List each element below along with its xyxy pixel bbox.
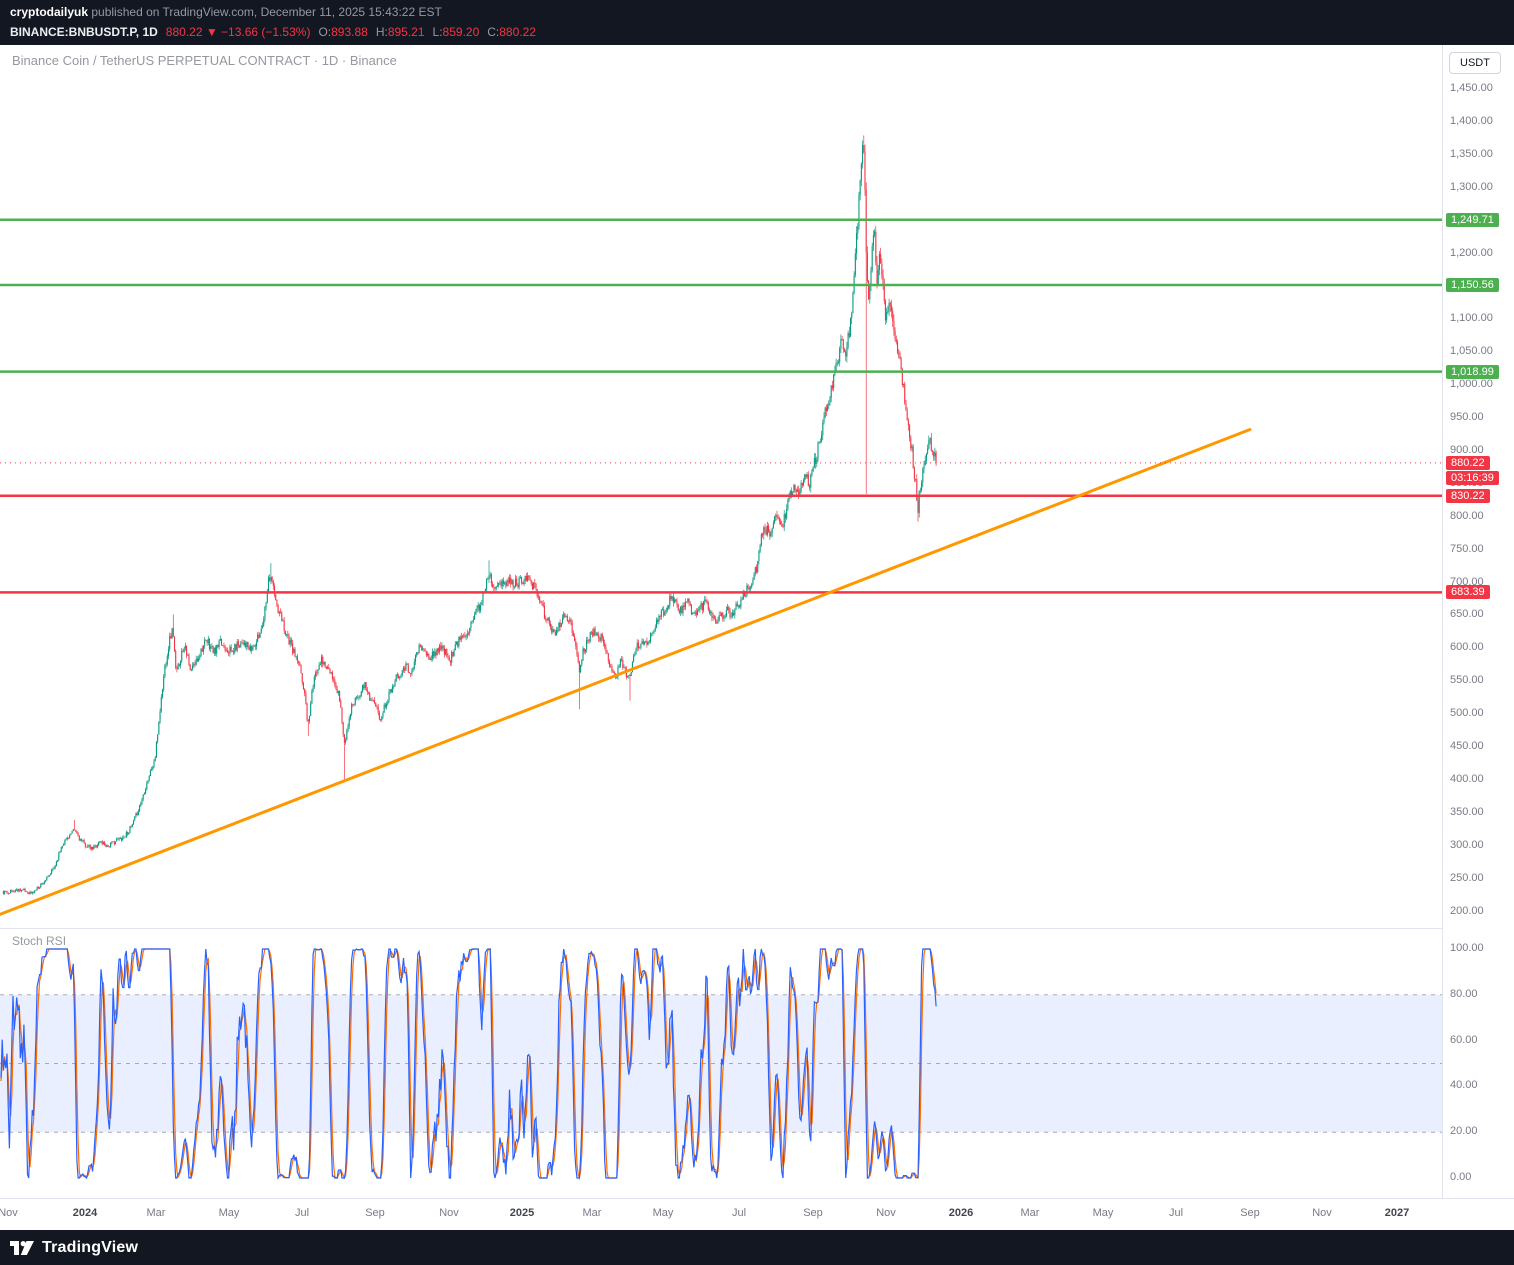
stoch-rsi-label: Stoch RSI <box>12 934 67 948</box>
price-tick-label: 1,000.00 <box>1450 378 1493 391</box>
attribution-author: cryptodailyuk <box>10 5 89 19</box>
stoch-tick-label: 20.00 <box>1450 1125 1478 1138</box>
price-tick-label: 900.00 <box>1450 443 1484 456</box>
stoch-tick-label: 80.00 <box>1450 987 1478 1000</box>
price-tick-label: 500.00 <box>1450 707 1484 720</box>
time-tick-label: Mar <box>582 1207 602 1219</box>
price-tick-label: 1,350.00 <box>1450 147 1493 160</box>
open-label: O: <box>318 25 332 39</box>
time-tick-label: May <box>218 1207 240 1219</box>
price-tick-label: 650.00 <box>1450 608 1484 621</box>
tradingview-brand[interactable]: TradingView <box>42 1238 139 1256</box>
time-tick-label: 2026 <box>948 1207 974 1219</box>
time-tick-label: May <box>1092 1207 1114 1219</box>
close-value: 880.22 <box>499 25 536 39</box>
level-price-badge: 1,150.56 <box>1446 278 1499 293</box>
symbol-name: BINANCE:BNBUSDT.P, 1D <box>10 25 158 39</box>
high-value: 895.21 <box>387 25 425 39</box>
price-tick-label: 300.00 <box>1450 838 1484 851</box>
attribution: cryptodailyuk published on TradingView.c… <box>10 4 1504 20</box>
price-tick-label: 1,100.00 <box>1450 312 1493 325</box>
last-price-badge: 880.22 <box>1446 455 1490 470</box>
countdown-badge: 03:16:39 <box>1446 470 1499 485</box>
time-tick-label: Jul <box>1168 1207 1184 1219</box>
ohlc-high: H:895.21 <box>376 24 425 41</box>
stoch-tick-label: 0.00 <box>1450 1171 1472 1183</box>
symbol-bar: BINANCE:BNBUSDT.P, 1D 880.22 ▼ −13.66 (−… <box>10 24 1504 41</box>
time-tick-label: Jul <box>294 1207 310 1219</box>
time-tick-label: Mar <box>1020 1207 1040 1219</box>
ohlc-open: O:893.88 <box>318 24 367 41</box>
price-tick-label: 1,050.00 <box>1450 345 1493 358</box>
time-tick-label: Nov <box>876 1207 896 1219</box>
last-price-and-change: 880.22 ▼ −13.66 (−1.53%) <box>165 25 311 39</box>
low-value: 859.20 <box>442 25 480 39</box>
stoch-tick-label: 60.00 <box>1450 1033 1478 1046</box>
tradingview-logo-icon[interactable] <box>10 1238 34 1258</box>
ohlc-close: C:880.22 <box>487 24 536 41</box>
attribution-text: published on TradingView.com, December 1… <box>88 5 442 19</box>
chart-area: Binance Coin / TetherUS PERPETUAL CONTRA… <box>0 45 1514 1230</box>
currency-unit-button[interactable]: USDT <box>1449 52 1501 74</box>
level-price-badge: 683.39 <box>1446 585 1490 600</box>
level-price-badge: 1,249.71 <box>1446 212 1499 227</box>
price-tick-label: 700.00 <box>1450 575 1484 588</box>
stoch-tick-label: 100.00 <box>1450 942 1484 954</box>
low-label: L: <box>432 25 443 39</box>
footer: TradingView <box>0 1230 1514 1265</box>
stoch-rsi-pane[interactable]: Stoch RSI <box>0 928 1442 1198</box>
price-pane[interactable]: Binance Coin / TetherUS PERPETUAL CONTRA… <box>0 45 1442 928</box>
price-tick-label: 1,450.00 <box>1450 82 1493 94</box>
time-tick-label: Mar <box>146 1207 166 1219</box>
time-tick-label: Nov <box>1312 1207 1332 1219</box>
time-tick-label: Sep <box>365 1207 385 1219</box>
price-tick-label: 600.00 <box>1450 641 1484 654</box>
time-tick-label: Sep <box>1240 1207 1260 1219</box>
header: cryptodailyuk published on TradingView.c… <box>0 0 1514 45</box>
price-tick-label: 750.00 <box>1450 542 1484 555</box>
time-tick-label: Jul <box>731 1207 747 1219</box>
time-tick-label: 2027 <box>1384 1207 1410 1219</box>
price-tick-label: 950.00 <box>1450 411 1484 423</box>
stoch-tick-label: 40.00 <box>1450 1079 1478 1092</box>
time-tick-label: Nov <box>0 1207 18 1219</box>
ohlc-low: L:859.20 <box>433 24 480 41</box>
price-tick-label: 1,300.00 <box>1450 180 1493 193</box>
stoch-rsi-svg[interactable] <box>0 929 1442 1198</box>
time-axis[interactable]: Nov 2024 Mar May Jul Sep Nov 2025 Mar May Jul Sep No… <box>0 1198 1514 1230</box>
price-axis[interactable]: USDT 1,450.00 1,400.00 1,350.00 1,300.00 1,2… <box>1442 45 1514 1198</box>
price-tick-label: 400.00 <box>1450 772 1484 785</box>
high-label: H: <box>375 25 388 39</box>
close-label: C: <box>487 25 500 39</box>
time-tick-label: May <box>652 1207 674 1219</box>
time-tick-label: 2024 <box>72 1207 98 1219</box>
price-chart-svg[interactable] <box>0 45 1442 928</box>
chart-legend[interactable]: Binance Coin / TetherUS PERPETUAL CONTRA… <box>12 53 397 68</box>
time-tick-label: Sep <box>803 1207 823 1219</box>
price-tick-label: 1,400.00 <box>1450 114 1493 127</box>
price-tick-label: 1,200.00 <box>1450 246 1493 259</box>
price-tick-label: 250.00 <box>1450 871 1484 884</box>
price-tick-label: 550.00 <box>1450 674 1484 687</box>
price-tick-label: 350.00 <box>1450 805 1484 818</box>
level-price-badge: 830.22 <box>1446 488 1490 503</box>
open-value: 893.88 <box>331 25 368 39</box>
price-tick-label: 200.00 <box>1450 904 1484 917</box>
price-tick-label: 450.00 <box>1450 740 1484 752</box>
time-tick-label: 2025 <box>509 1207 535 1219</box>
price-tick-label: 800.00 <box>1450 509 1484 522</box>
time-tick-label: Nov <box>439 1207 459 1219</box>
level-price-badge: 1,018.99 <box>1446 364 1499 379</box>
